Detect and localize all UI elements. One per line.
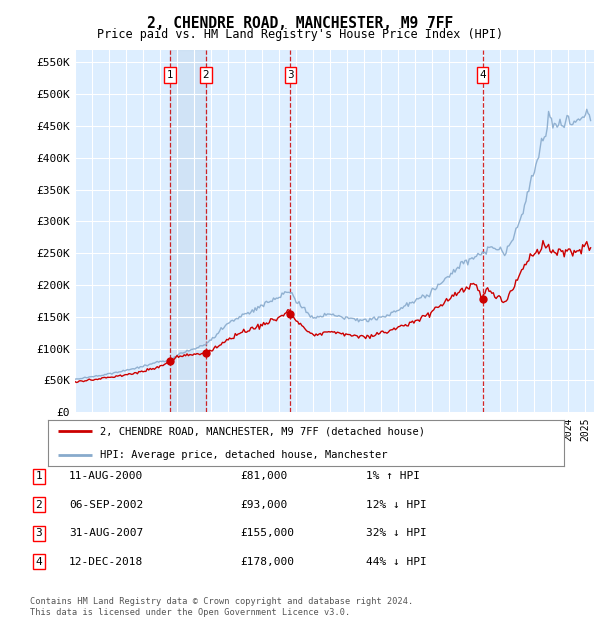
Text: 4: 4 xyxy=(479,70,486,80)
Text: 31-AUG-2007: 31-AUG-2007 xyxy=(69,528,143,538)
Text: Price paid vs. HM Land Registry's House Price Index (HPI): Price paid vs. HM Land Registry's House … xyxy=(97,28,503,41)
Text: 2, CHENDRE ROAD, MANCHESTER, M9 7FF (detached house): 2, CHENDRE ROAD, MANCHESTER, M9 7FF (det… xyxy=(100,427,425,436)
Text: 2: 2 xyxy=(202,70,209,80)
Text: £93,000: £93,000 xyxy=(240,500,287,510)
Text: 3: 3 xyxy=(287,70,294,80)
Bar xyxy=(170,50,206,412)
Text: 1: 1 xyxy=(167,70,173,80)
Text: HPI: Average price, detached house, Manchester: HPI: Average price, detached house, Manc… xyxy=(100,450,387,459)
Text: 12-DEC-2018: 12-DEC-2018 xyxy=(69,557,143,567)
Text: 4: 4 xyxy=(35,557,43,567)
Text: £155,000: £155,000 xyxy=(240,528,294,538)
Text: 44% ↓ HPI: 44% ↓ HPI xyxy=(366,557,427,567)
Text: 06-SEP-2002: 06-SEP-2002 xyxy=(69,500,143,510)
Text: 2, CHENDRE ROAD, MANCHESTER, M9 7FF: 2, CHENDRE ROAD, MANCHESTER, M9 7FF xyxy=(147,16,453,30)
Text: 32% ↓ HPI: 32% ↓ HPI xyxy=(366,528,427,538)
Text: 1: 1 xyxy=(35,471,43,481)
Text: 1% ↑ HPI: 1% ↑ HPI xyxy=(366,471,420,481)
Text: 2: 2 xyxy=(35,500,43,510)
Text: 12% ↓ HPI: 12% ↓ HPI xyxy=(366,500,427,510)
Text: £178,000: £178,000 xyxy=(240,557,294,567)
Text: £81,000: £81,000 xyxy=(240,471,287,481)
Text: 3: 3 xyxy=(35,528,43,538)
Text: 11-AUG-2000: 11-AUG-2000 xyxy=(69,471,143,481)
Text: Contains HM Land Registry data © Crown copyright and database right 2024.
This d: Contains HM Land Registry data © Crown c… xyxy=(30,598,413,617)
